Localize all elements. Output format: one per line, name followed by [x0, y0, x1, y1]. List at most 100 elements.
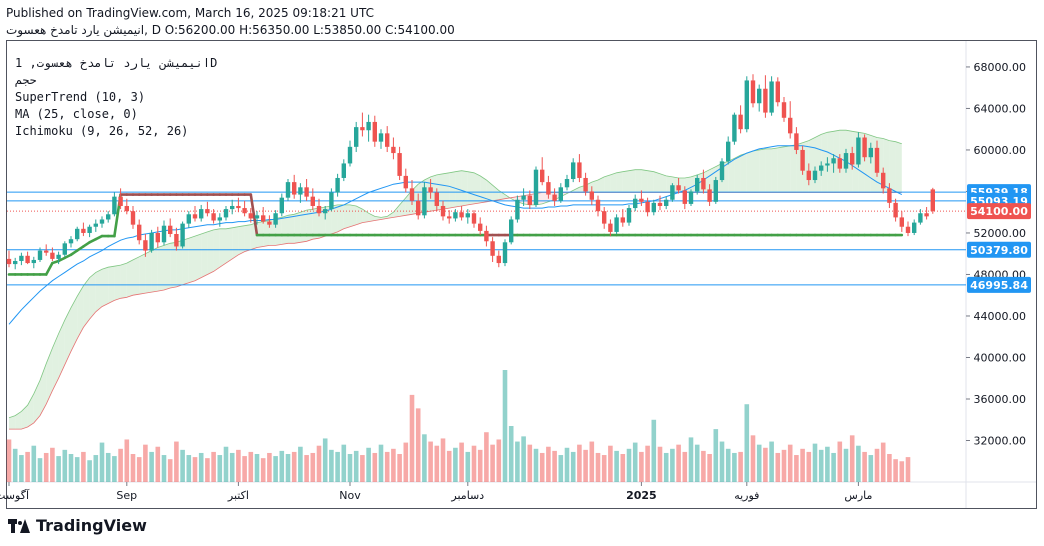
cloud-segment: [306, 209, 313, 242]
volume-bar: [465, 451, 471, 482]
volume-bar: [43, 452, 49, 482]
candle-body: [199, 209, 204, 219]
candle-body: [68, 239, 74, 244]
cloud-segment: [145, 250, 152, 294]
cloud-segment: [486, 180, 493, 202]
volume-bar: [608, 445, 613, 482]
cloud-segment: [164, 243, 171, 291]
cloud-segment: [238, 225, 245, 255]
volume-bar: [794, 455, 799, 482]
cloud-segment: [771, 147, 778, 193]
candle-body: [304, 187, 309, 197]
cloud-segment: [387, 212, 394, 219]
tradingview-logo-icon: [8, 518, 30, 533]
candle-body: [372, 121, 377, 142]
volume-bar: [496, 439, 502, 482]
candle-body: [533, 169, 539, 205]
candle-body: [149, 232, 154, 251]
volume-bar: [589, 441, 595, 482]
chart-frame[interactable]: [6, 40, 1037, 509]
price-line-label-box: [967, 241, 1031, 258]
candle-body: [44, 250, 49, 253]
candle-body: [428, 187, 433, 193]
volume-bar: [874, 448, 880, 482]
cloud-segment: [312, 208, 319, 240]
volume-bar: [93, 455, 99, 482]
candle-body: [87, 226, 92, 233]
candle-body: [409, 188, 415, 201]
candle-body: [930, 189, 935, 212]
volume-bar: [682, 451, 688, 482]
cloud-segment: [461, 170, 468, 206]
volume-bar: [50, 447, 55, 482]
volume-bar: [533, 448, 539, 482]
candle-body: [571, 162, 576, 180]
cloud-segment: [232, 226, 239, 259]
volume-bar: [136, 457, 142, 482]
candle-body: [99, 219, 105, 224]
x-tick-label: دسامبر: [450, 489, 484, 502]
volume-bar: [725, 448, 731, 482]
cloud-segment: [808, 137, 815, 193]
candle-body: [577, 162, 582, 178]
volume-bar: [130, 454, 136, 482]
senkou-span-b: [9, 192, 902, 430]
cloud-segment: [492, 185, 499, 201]
volume-bar: [756, 444, 762, 482]
volume-bar: [781, 449, 787, 482]
cloud-segment: [591, 180, 598, 193]
cloud-segment: [343, 204, 350, 229]
candle-body: [806, 170, 811, 181]
legend-supertrend[interactable]: SuperTrend (10, 3): [15, 90, 146, 104]
volume-bar: [663, 452, 669, 482]
symbol-ohlc-line: انیمیشن یارد تامدخ هعسوت, D O:56200.00 H…: [6, 23, 455, 37]
volume-bar: [118, 448, 123, 482]
volume-bar: [415, 408, 421, 482]
volume-bar: [459, 442, 464, 482]
candle-body: [192, 214, 198, 219]
cloud-segment: [151, 247, 158, 293]
candle-body: [769, 81, 774, 113]
cloud-segment: [746, 150, 753, 193]
y-tick-label: 44000.00: [974, 310, 1027, 323]
cloud-segment: [281, 215, 288, 245]
candle-body: [180, 223, 185, 247]
candle-body: [391, 146, 396, 154]
volume-bar: [31, 445, 37, 482]
candle-body: [800, 149, 805, 171]
volume-bar: [806, 451, 812, 482]
candle-body: [595, 199, 601, 212]
candle-body: [812, 170, 818, 181]
candle-body: [521, 195, 526, 200]
y-tick-label: 68000.00: [974, 61, 1027, 74]
volume-bar: [62, 449, 68, 482]
volume-bar: [192, 457, 198, 482]
volume-bar: [37, 458, 43, 482]
cloud-segment: [263, 220, 270, 247]
volume-bar: [236, 449, 241, 482]
candle-body: [676, 185, 681, 191]
legend-ma[interactable]: MA (25, close, 0): [15, 107, 138, 121]
legend-ichimoku[interactable]: Ichimoku (9, 26, 52, 26): [15, 124, 189, 138]
candle-body: [750, 80, 756, 104]
cloud-segment: [120, 263, 127, 299]
candle-body: [341, 163, 346, 178]
volume-bar: [719, 441, 725, 482]
legend-symbol: انیمیشن یارد تامدخ هعسوت, 1D: [15, 56, 218, 70]
tradingview-footer[interactable]: TradingView: [8, 516, 147, 535]
price-line-label: 50379.80: [970, 244, 1028, 257]
volume-bar: [124, 439, 130, 482]
cloud-segment: [480, 175, 487, 203]
candle-body: [695, 177, 700, 192]
volume-bar: [744, 404, 750, 482]
y-tick-label: 52000.00: [974, 227, 1027, 240]
candle-body: [242, 208, 247, 214]
volume-bar: [880, 442, 886, 482]
candle-body: [422, 187, 427, 216]
candle-body: [168, 225, 173, 235]
candle-body: [285, 182, 291, 198]
cloud-segment: [399, 197, 406, 217]
cloud-segment: [895, 141, 902, 193]
candle-body: [56, 254, 61, 259]
